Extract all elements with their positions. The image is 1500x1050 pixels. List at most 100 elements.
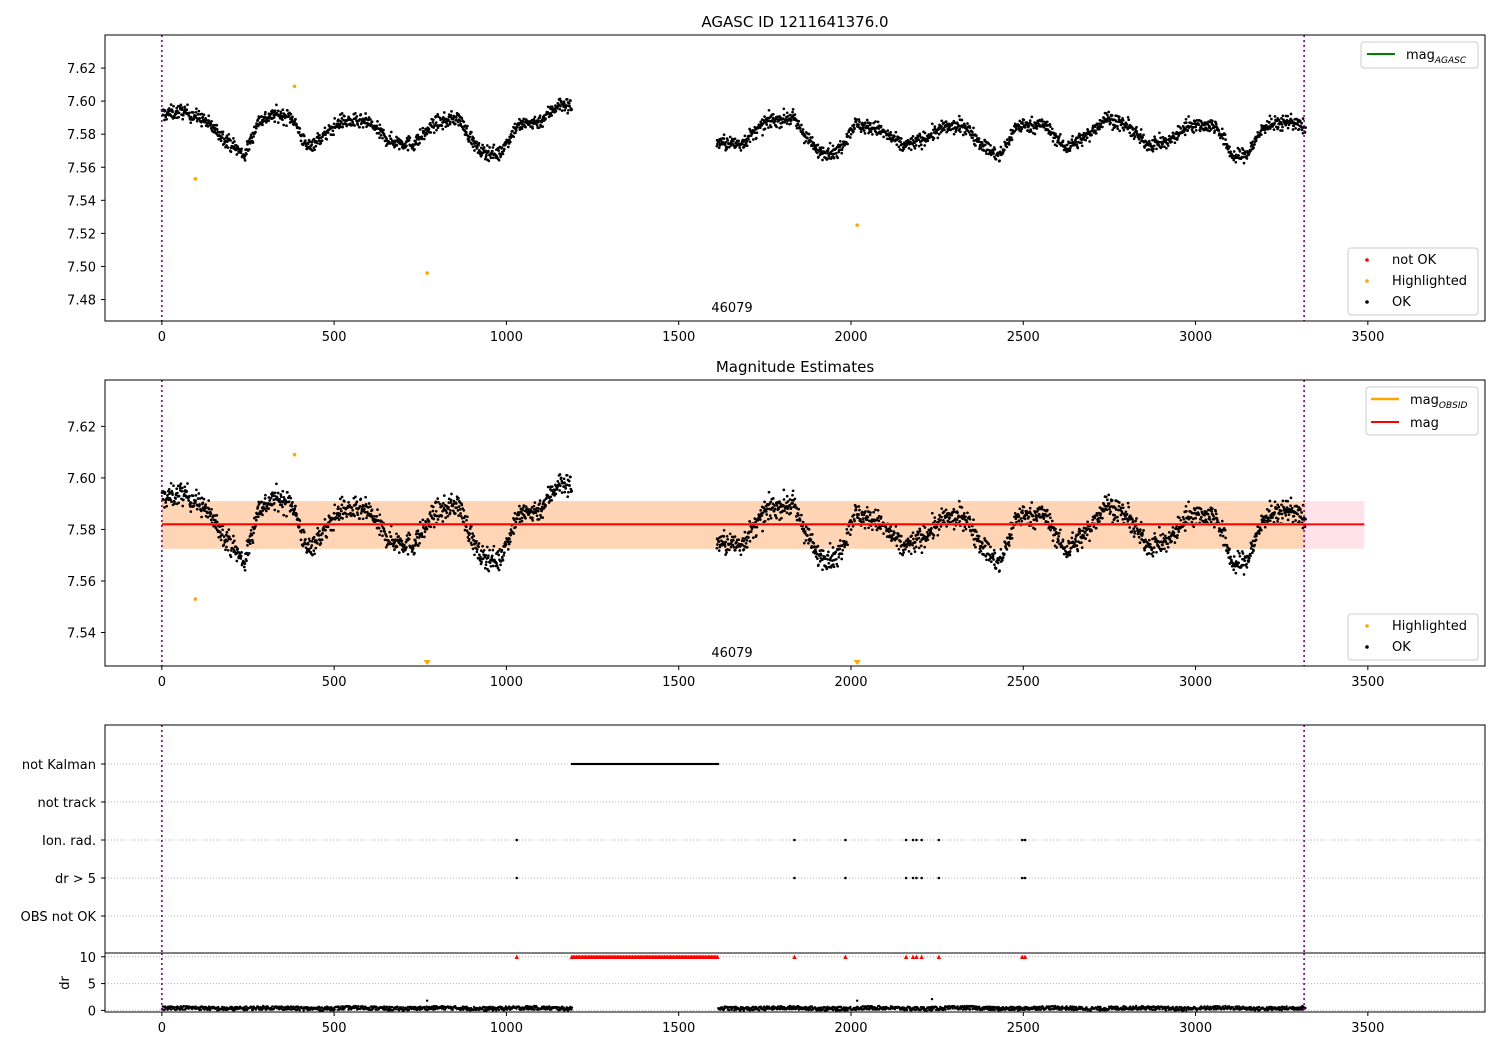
data-point — [775, 125, 778, 129]
data-point — [210, 119, 213, 123]
data-point — [948, 516, 951, 519]
data-point — [889, 130, 893, 134]
x-tick-label: 1000 — [490, 330, 523, 345]
data-point — [515, 126, 519, 129]
data-point — [1219, 534, 1222, 537]
data-point — [1179, 518, 1183, 522]
legend-subscript: AGASC — [1434, 56, 1467, 66]
data-point — [481, 143, 484, 147]
data-point — [747, 137, 750, 141]
data-point — [1292, 124, 1296, 128]
data-point — [989, 144, 992, 147]
data-point — [192, 504, 196, 508]
x-tick-label: 3500 — [1351, 330, 1384, 345]
data-point — [1213, 131, 1216, 135]
data-point — [1143, 548, 1146, 552]
data-point — [1005, 145, 1009, 149]
data-point — [974, 144, 977, 147]
data-point — [502, 147, 506, 151]
data-point — [1171, 526, 1175, 529]
data-point — [1213, 129, 1217, 133]
data-point — [1117, 118, 1121, 121]
data-point — [536, 507, 540, 510]
data-point — [1139, 132, 1142, 136]
data-point — [802, 527, 806, 531]
data-point — [261, 509, 265, 512]
data-point — [914, 545, 918, 549]
data-point — [207, 507, 211, 511]
data-point — [834, 550, 838, 554]
data-point — [1133, 135, 1137, 139]
data-point — [535, 514, 539, 518]
data-point — [1113, 125, 1117, 129]
data-point — [913, 540, 917, 544]
data-point — [460, 117, 464, 120]
data-point — [910, 136, 913, 140]
data-point — [312, 549, 316, 552]
data-point — [364, 495, 367, 499]
data-point — [350, 506, 354, 510]
data-point — [809, 538, 813, 542]
data-point — [520, 516, 524, 520]
data-point — [726, 139, 730, 142]
data-point — [435, 128, 438, 132]
data-point — [745, 144, 749, 148]
data-point — [472, 137, 476, 140]
data-point — [1172, 531, 1176, 535]
data-point — [173, 500, 176, 504]
data-point — [286, 491, 289, 494]
data-point — [761, 133, 764, 137]
data-point — [1243, 152, 1247, 156]
legend-label: Highlighted — [1392, 274, 1467, 289]
data-point — [518, 128, 522, 131]
data-point — [497, 553, 501, 557]
data-point — [728, 135, 732, 139]
data-point — [562, 477, 566, 481]
data-point — [858, 508, 861, 512]
data-point — [418, 128, 422, 131]
data-point — [165, 504, 169, 508]
data-point — [898, 148, 902, 151]
data-point — [449, 120, 452, 124]
x-tick-label: 2000 — [834, 330, 867, 345]
data-point — [932, 534, 936, 537]
data-point — [1158, 131, 1161, 135]
data-point — [263, 112, 267, 116]
data-point — [562, 100, 566, 104]
data-point — [247, 148, 251, 151]
data-point — [358, 505, 362, 508]
data-point — [311, 149, 314, 152]
data-point — [1192, 131, 1196, 134]
data-point — [209, 122, 213, 126]
data-point — [215, 520, 219, 524]
data-point — [1106, 113, 1109, 117]
data-point — [353, 124, 356, 127]
data-point — [276, 109, 280, 113]
data-point — [838, 539, 842, 542]
data-point — [1098, 520, 1101, 523]
data-point — [840, 148, 844, 152]
data-point — [517, 513, 521, 516]
data-point — [964, 124, 967, 128]
data-point — [1205, 510, 1208, 514]
data-point — [1118, 129, 1122, 133]
data-point — [302, 134, 306, 138]
data-point — [1198, 129, 1202, 133]
highlighted-point — [425, 271, 429, 275]
data-point — [952, 132, 956, 136]
data-point — [857, 118, 861, 121]
data-point — [791, 493, 794, 497]
data-point — [326, 131, 330, 134]
data-point — [1010, 536, 1014, 540]
data-point — [948, 125, 951, 128]
data-point — [1263, 128, 1267, 132]
data-point — [801, 128, 805, 131]
data-point — [852, 123, 856, 127]
data-point — [1138, 141, 1142, 145]
data-point — [276, 491, 280, 495]
data-point — [745, 539, 749, 542]
data-point — [971, 533, 975, 537]
data-point — [269, 496, 273, 500]
data-point — [1135, 130, 1139, 133]
